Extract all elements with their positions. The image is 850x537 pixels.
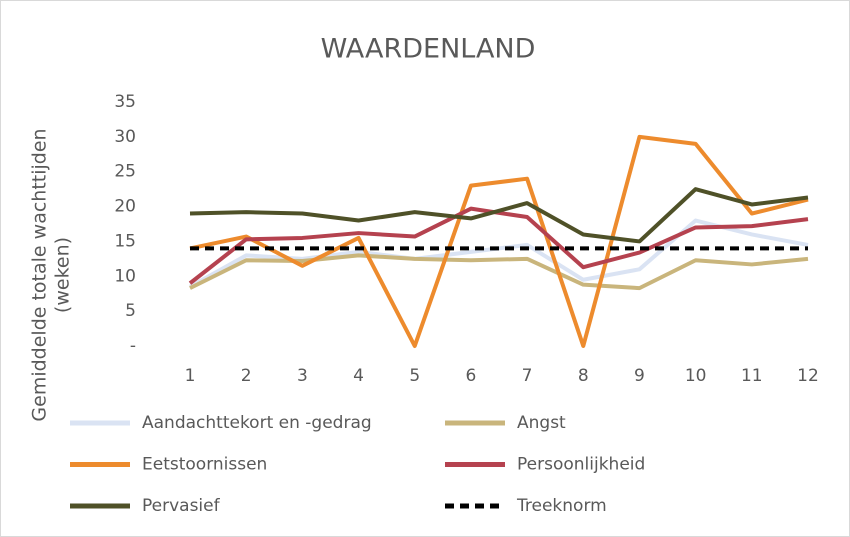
y-tick-label: 25 <box>114 162 136 182</box>
y-tick-label: 35 <box>114 92 136 112</box>
x-tick-label: 7 <box>522 366 533 386</box>
x-tick-label: 2 <box>241 366 252 386</box>
y-axis-title-line: Gemiddelde totale wachttijden <box>29 128 51 421</box>
x-tick-label: 12 <box>797 366 819 386</box>
y-axis-title-line: (weken) <box>52 237 74 313</box>
chart-title: WAARDENLAND <box>321 34 536 65</box>
y-tick-label: 5 <box>125 301 136 321</box>
series-line <box>189 134 809 348</box>
x-tick-label: 3 <box>297 366 308 386</box>
x-tick-label: 11 <box>741 366 763 386</box>
x-tick-label: 5 <box>409 366 420 386</box>
y-axis-title: Gemiddelde totale wachttijden (weken) <box>29 128 74 421</box>
legend-label: Persoonlijkheid <box>517 455 645 475</box>
series-line <box>188 206 809 285</box>
y-tick-label: 10 <box>114 266 136 286</box>
x-tick-label: 6 <box>465 366 476 386</box>
y-tick-label: 20 <box>114 197 136 217</box>
x-tick-label: 10 <box>685 366 707 386</box>
y-tick-label: 30 <box>114 127 136 147</box>
legend-label: Angst <box>517 413 566 433</box>
legend-label: Aandachttekort en -gedrag <box>142 413 372 433</box>
series-line <box>189 187 809 244</box>
x-tick-label: 4 <box>353 366 364 386</box>
legend-label: Treeknorm <box>516 496 607 516</box>
legend-label: Eetstoornissen <box>142 455 267 475</box>
y-tick-label: 15 <box>114 231 136 251</box>
legend-label: Pervasief <box>142 496 221 516</box>
x-tick-label: 8 <box>578 366 589 386</box>
x-tick-label: 9 <box>634 366 645 386</box>
y-tick-label: - <box>130 336 136 356</box>
x-tick-label: 1 <box>185 366 196 386</box>
